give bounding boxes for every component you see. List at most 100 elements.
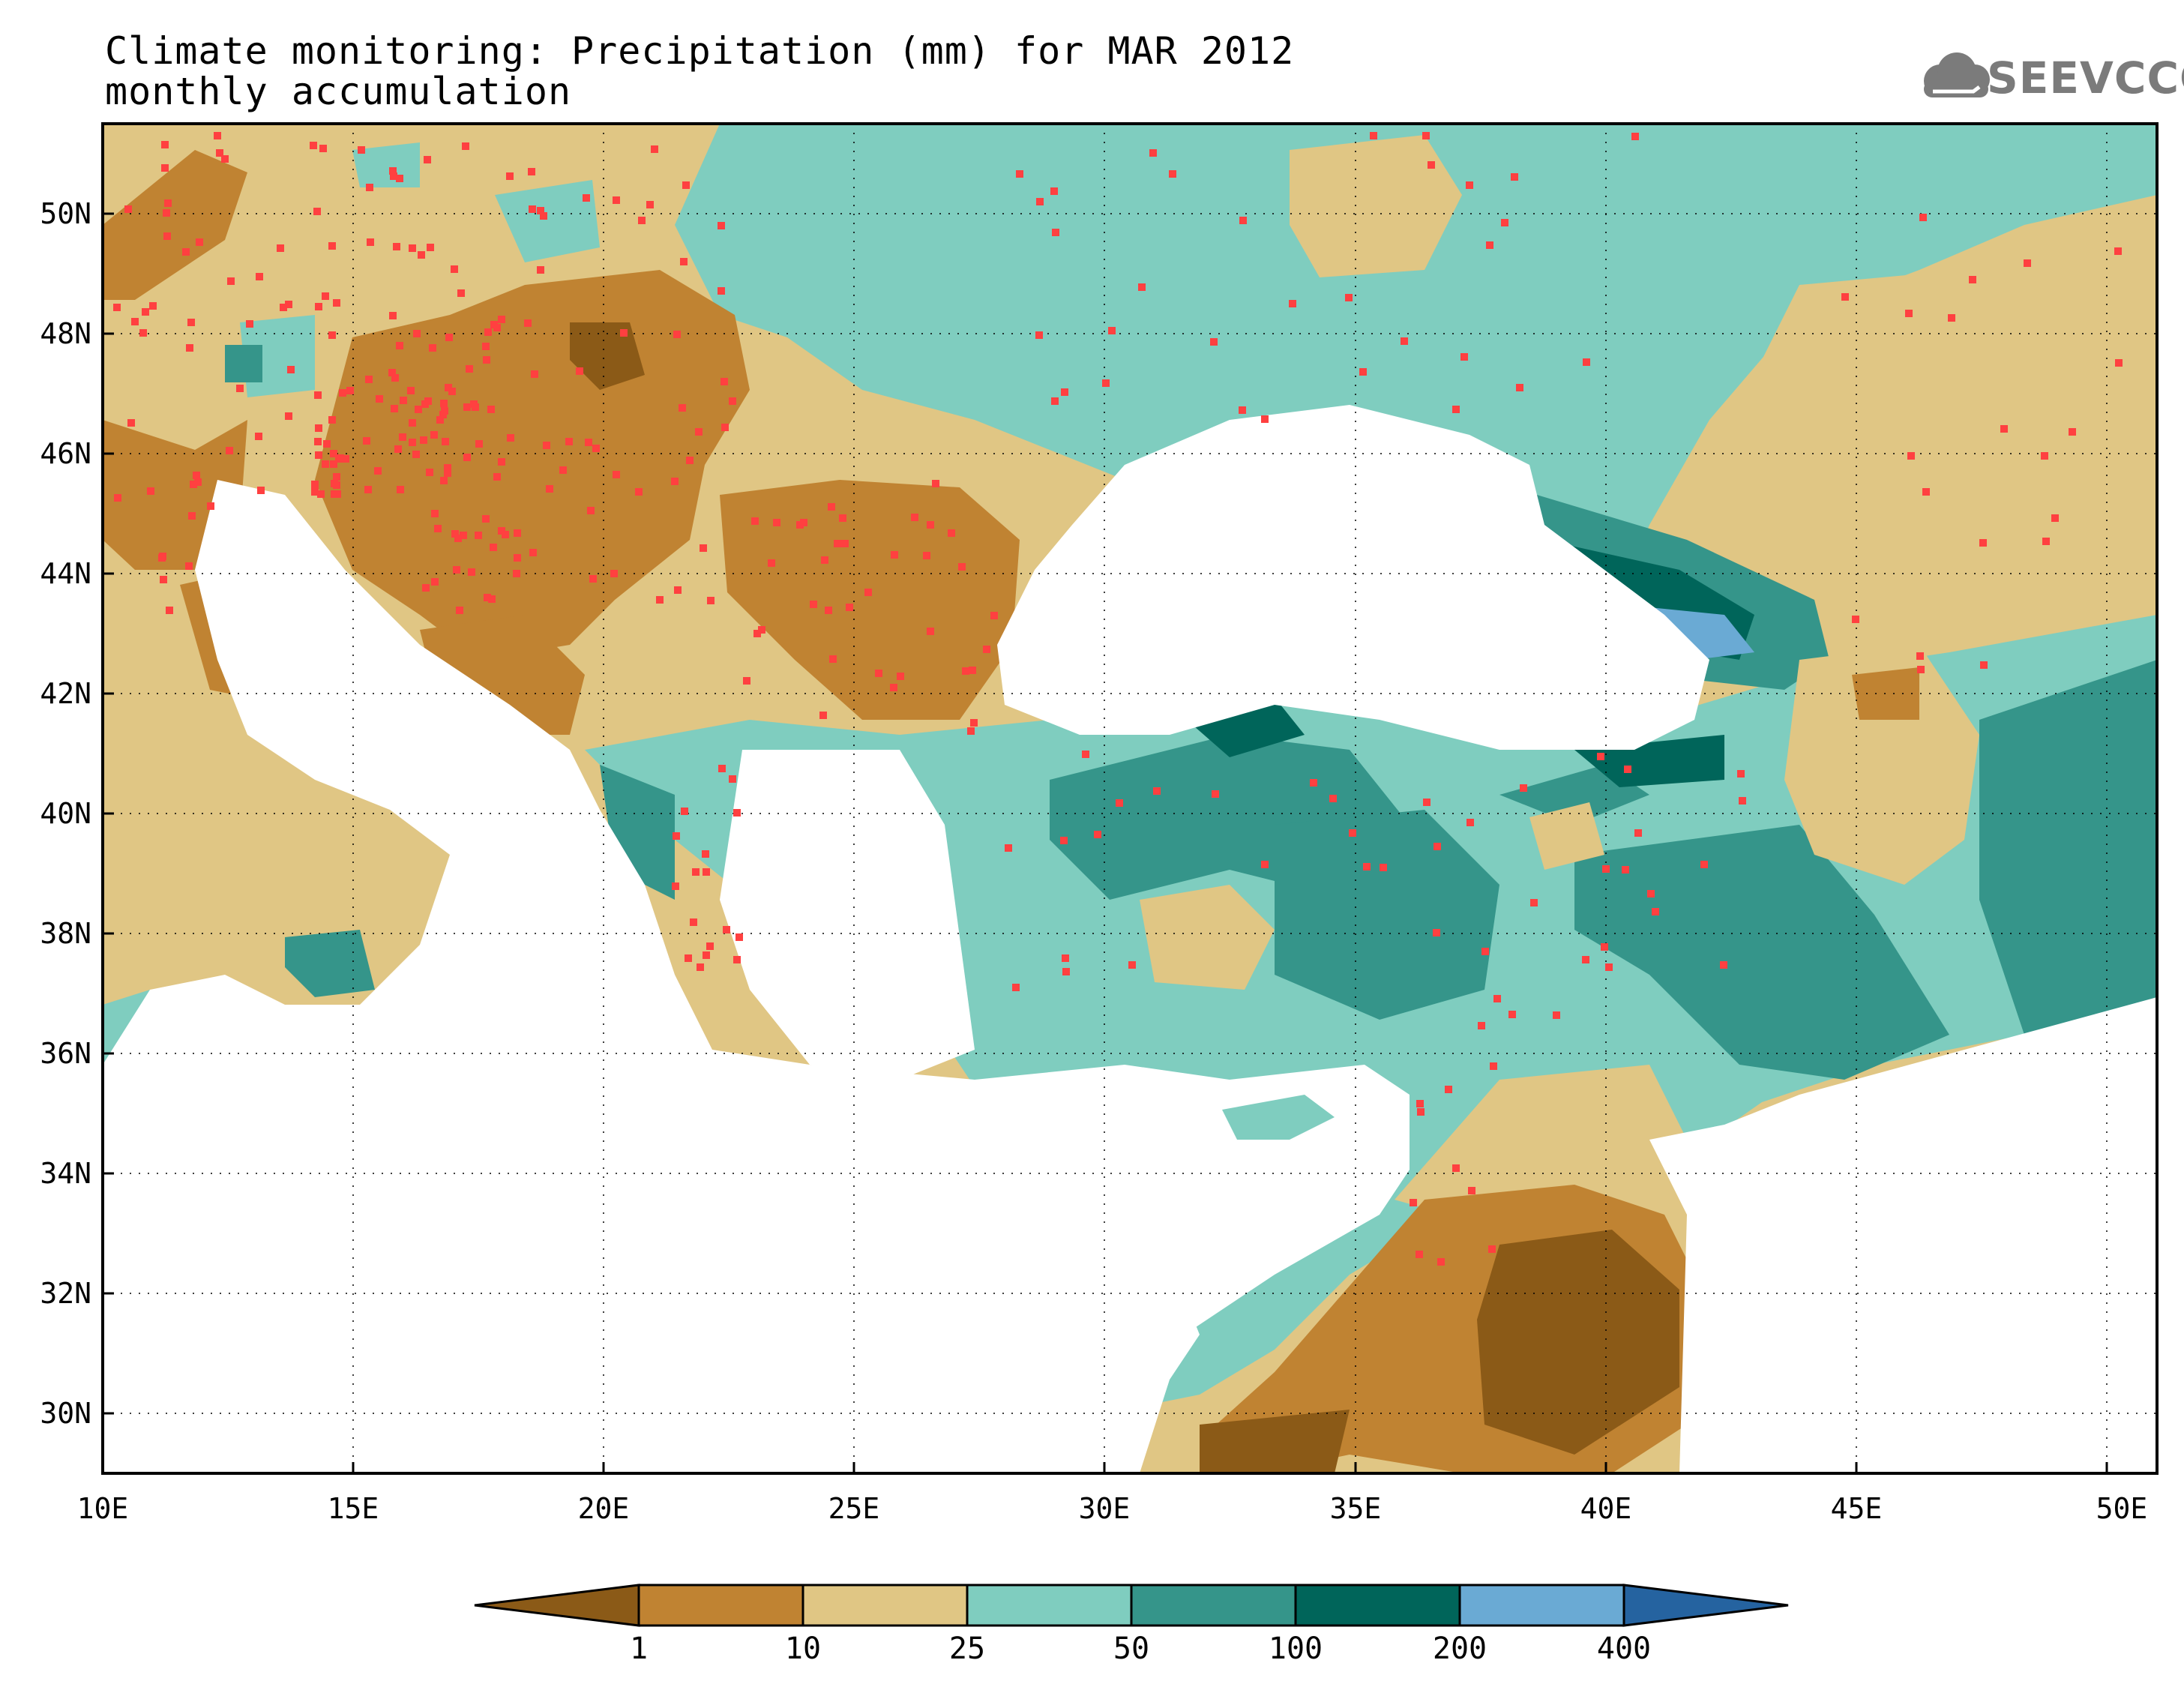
station-marker [1239, 406, 1246, 414]
station-marker [703, 868, 710, 876]
station-marker [1212, 790, 1219, 798]
station-marker [1417, 1108, 1425, 1116]
station-marker [1466, 819, 1474, 826]
lon-tick-label: 15E [328, 1492, 379, 1525]
station-marker [166, 607, 173, 614]
station-marker [161, 141, 169, 148]
station-marker [513, 570, 520, 577]
station-marker [1433, 929, 1440, 936]
station-marker [399, 433, 406, 441]
station-marker [331, 480, 338, 487]
station-marker [1493, 995, 1501, 1002]
station-marker [226, 447, 233, 454]
colorbar-label: 200 [1433, 1632, 1487, 1666]
station-marker [839, 514, 846, 522]
station-marker [453, 566, 460, 574]
station-marker [1102, 379, 1110, 387]
station-marker [444, 469, 451, 477]
station-marker [1422, 132, 1430, 139]
station-marker [1060, 837, 1068, 844]
station-marker [1416, 1100, 1424, 1107]
station-marker [313, 208, 321, 215]
station-marker [1012, 984, 1020, 991]
station-marker [363, 437, 370, 445]
station-marker [311, 481, 319, 488]
station-marker [1631, 133, 1639, 140]
station-marker [1239, 217, 1247, 224]
station-marker [1036, 198, 1044, 205]
station-marker [1553, 1011, 1560, 1019]
station-marker [514, 554, 521, 562]
station-marker [927, 521, 934, 529]
station-marker [1062, 968, 1070, 975]
station-marker [932, 480, 939, 487]
station-marker [1329, 795, 1337, 802]
station-marker [1700, 861, 1708, 868]
station-marker [389, 167, 397, 175]
lon-tick-label: 45E [1831, 1492, 1883, 1525]
station-marker [214, 132, 221, 139]
station-marker [707, 597, 715, 604]
map-subtitle: monthly accumulation [105, 70, 572, 113]
station-marker [1261, 415, 1269, 423]
station-marker [531, 370, 538, 378]
station-marker [483, 356, 490, 364]
station-marker [194, 478, 202, 486]
station-marker [1062, 954, 1069, 962]
station-marker [444, 464, 451, 472]
station-marker [490, 321, 498, 328]
station-marker [367, 238, 374, 246]
station-marker [695, 428, 703, 436]
station-marker [1605, 963, 1613, 971]
station-marker [114, 494, 121, 502]
station-marker [1349, 829, 1356, 837]
station-marker [559, 466, 567, 474]
station-marker [409, 419, 416, 427]
station-marker [1289, 300, 1296, 307]
station-marker [490, 544, 497, 551]
station-marker [656, 596, 664, 604]
station-marker [962, 667, 969, 675]
colorbar-label: 25 [949, 1632, 985, 1666]
colorbar-label: 400 [1597, 1632, 1651, 1666]
station-marker [1108, 327, 1116, 334]
station-marker [2051, 514, 2059, 522]
station-marker [317, 490, 325, 498]
station-marker [1468, 1187, 1475, 1194]
station-marker [394, 445, 402, 453]
station-marker [875, 670, 882, 677]
station-marker [374, 467, 382, 475]
station-marker [834, 540, 841, 547]
station-marker [493, 473, 501, 481]
station-marker [1416, 1251, 1423, 1258]
station-marker [142, 308, 149, 316]
station-marker [424, 156, 431, 163]
station-marker [729, 397, 736, 405]
station-marker [613, 196, 620, 204]
station-marker [958, 563, 966, 571]
station-marker [502, 531, 509, 538]
station-marker [310, 142, 317, 149]
station-marker [1919, 214, 1927, 221]
station-marker [911, 514, 918, 521]
station-marker [819, 712, 827, 719]
station-marker [1052, 229, 1059, 236]
station-marker [1511, 173, 1518, 181]
lat-tick-label: 32N [40, 1277, 91, 1310]
station-marker [768, 559, 775, 567]
station-marker [457, 289, 465, 297]
station-marker [672, 882, 679, 890]
station-marker [2000, 425, 2008, 433]
station-marker [472, 403, 479, 411]
station-marker [468, 568, 475, 576]
station-marker [1423, 799, 1431, 806]
lon-tick-label: 50E [2096, 1492, 2148, 1525]
station-marker [1345, 294, 1353, 301]
lon-tick-label: 35E [1330, 1492, 1382, 1525]
station-marker [333, 299, 340, 307]
station-marker [482, 515, 490, 523]
station-marker [1516, 384, 1523, 391]
station-marker [927, 628, 934, 635]
station-marker [546, 485, 553, 493]
